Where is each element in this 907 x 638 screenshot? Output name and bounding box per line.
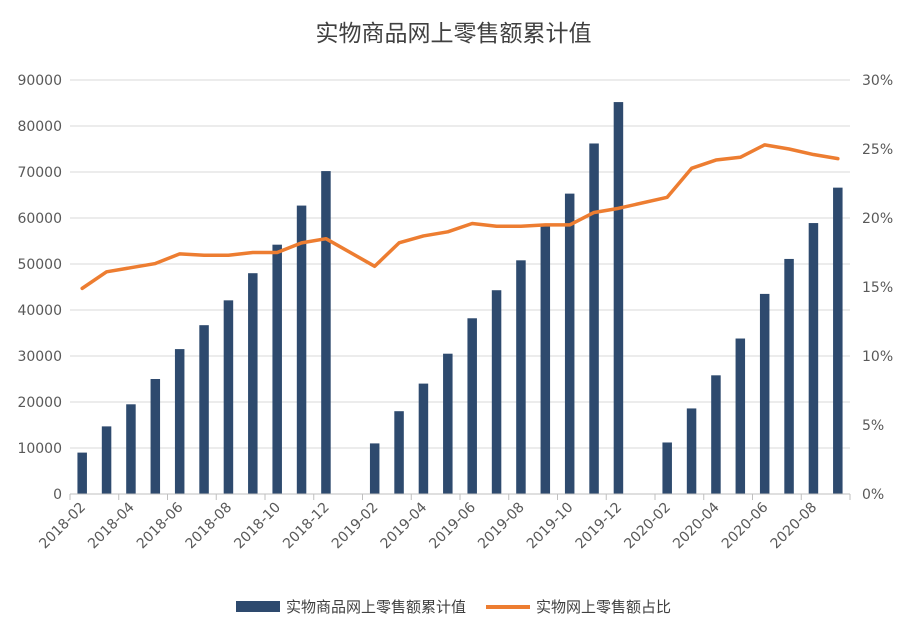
- bar: [101, 426, 112, 494]
- legend: 实物商品网上零售额累计值 实物网上零售额占比: [0, 596, 907, 617]
- bar: [223, 300, 234, 494]
- chart-title: 实物商品网上零售额累计值: [315, 21, 592, 47]
- bar: [589, 143, 599, 495]
- x-tick-label: 2018-08: [183, 500, 236, 553]
- bar: [174, 349, 185, 494]
- y2-tick-label: 5%: [862, 418, 884, 434]
- legend-swatch-bar: [235, 601, 280, 612]
- x-tick-label: 2018-10: [231, 500, 284, 553]
- x-tick-label: 2019-02: [329, 500, 382, 553]
- bar-series: [77, 102, 843, 495]
- bar: [443, 353, 453, 494]
- bar: [516, 260, 526, 494]
- bar: [248, 273, 258, 494]
- bar: [199, 325, 209, 494]
- x-tick-label: 2019-06: [426, 499, 479, 552]
- bar: [564, 193, 575, 494]
- legend-swatch-line: [486, 604, 530, 609]
- bar: [126, 404, 136, 494]
- gridlines: [70, 79, 850, 449]
- bar: [272, 244, 282, 494]
- x-tick-label: 2019-12: [573, 500, 626, 553]
- y-tick-label: 40000: [17, 303, 62, 319]
- x-tick-label: 2018-06: [134, 499, 187, 552]
- x-tick-label: 2018-02: [36, 500, 89, 553]
- x-tick-label: 2019-10: [524, 500, 577, 553]
- y-tick-label: 90000: [17, 73, 62, 89]
- x-tick-label: 2019-04: [378, 499, 431, 552]
- bar: [418, 383, 429, 494]
- y-axis-right-ticks: 0% 5% 10% 15% 20% 25% 30%: [862, 73, 893, 503]
- bar: [662, 442, 672, 494]
- y-tick-label: 0: [53, 487, 62, 503]
- line-path: [80, 143, 840, 291]
- legend-item-line[interactable]: 实物网上零售额占比: [486, 596, 671, 617]
- y-tick-label: 80000: [17, 119, 62, 135]
- y-tick-label: 20000: [17, 395, 62, 411]
- bar: [467, 318, 477, 494]
- x-tick-label: 2018-04: [85, 499, 138, 552]
- bar: [77, 452, 87, 494]
- x-tick-label: 2018-12: [280, 500, 333, 553]
- y2-tick-label: 20%: [862, 211, 893, 227]
- legend-item-bars[interactable]: 实物商品网上零售额累计值: [235, 596, 466, 617]
- bar: [491, 290, 502, 494]
- y2-tick-label: 25%: [862, 142, 893, 158]
- bar: [833, 187, 843, 494]
- bar: [150, 379, 161, 494]
- bar: [540, 225, 551, 494]
- y-tick-label: 50000: [17, 257, 62, 273]
- axes: [69, 493, 851, 500]
- y2-tick-label: 15%: [862, 280, 893, 296]
- y2-tick-label: 30%: [862, 73, 893, 89]
- bar: [321, 171, 331, 494]
- bar: [784, 258, 794, 494]
- bar: [613, 102, 624, 494]
- x-tick-label: 2020-06: [719, 499, 772, 552]
- bar: [808, 223, 819, 494]
- x-axis-ticks: 2018-022018-042018-062018-082018-102018-…: [36, 499, 820, 552]
- y2-tick-label: 0%: [862, 487, 884, 503]
- bar: [394, 411, 404, 494]
- y-tick-label: 30000: [17, 349, 62, 365]
- legend-label-bars: 实物商品网上零售额累计值: [285, 598, 466, 616]
- bar: [296, 205, 307, 494]
- y-tick-label: 10000: [17, 441, 62, 457]
- y2-tick-label: 10%: [862, 349, 893, 365]
- bar: [686, 408, 697, 494]
- y-tick-label: 70000: [17, 165, 62, 181]
- line-series: [80, 143, 840, 291]
- bar: [711, 375, 721, 494]
- bar: [369, 443, 380, 494]
- legend-label-line: 实物网上零售额占比: [536, 598, 672, 616]
- x-tick-label: 2020-02: [621, 500, 674, 553]
- bar: [759, 293, 770, 494]
- y-tick-label: 60000: [17, 211, 62, 227]
- x-tick-label: 2020-08: [768, 500, 821, 553]
- x-tick-label: 2020-04: [670, 499, 723, 552]
- x-tick-label: 2019-08: [475, 500, 528, 553]
- y-axis-left-ticks: 0 10000 20000 30000 40000 50000 60000 70000 8000…: [17, 73, 62, 503]
- bar: [735, 338, 746, 494]
